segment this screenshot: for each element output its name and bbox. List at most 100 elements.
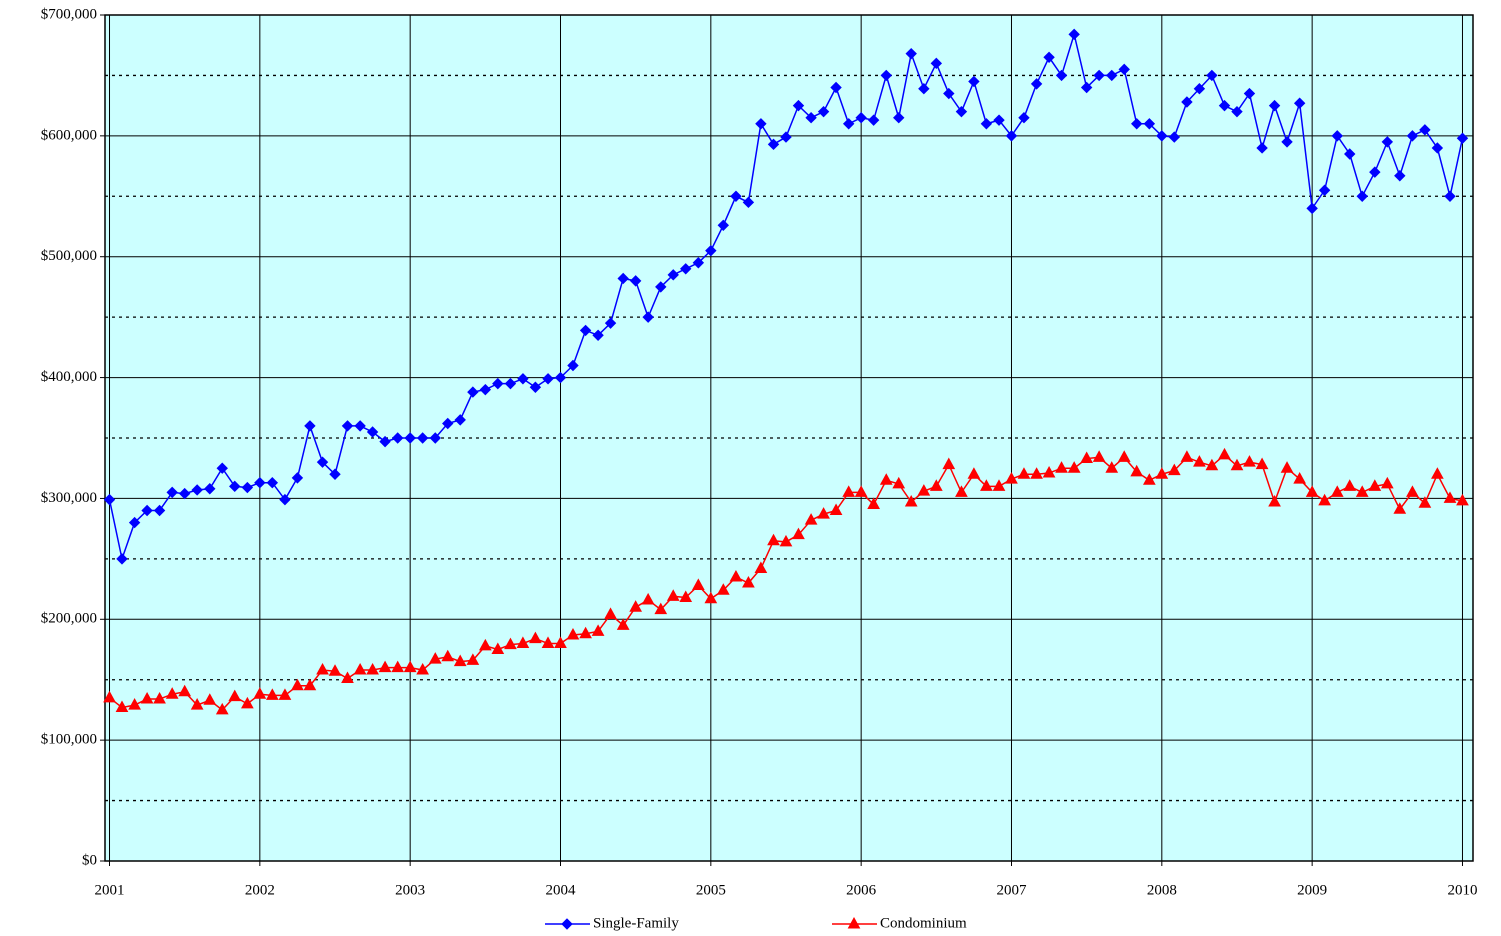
marker — [529, 381, 542, 393]
marker — [955, 485, 968, 497]
marker — [904, 495, 918, 507]
marker — [566, 627, 580, 640]
marker — [1318, 493, 1331, 506]
x-tick-label: 2009 — [1297, 882, 1327, 898]
marker — [1343, 479, 1357, 491]
marker — [1080, 451, 1093, 464]
marker — [504, 637, 517, 650]
plot-area — [105, 15, 1473, 861]
marker — [817, 105, 830, 118]
marker — [567, 359, 579, 372]
marker — [1243, 87, 1256, 100]
marker — [479, 383, 492, 396]
marker — [1118, 63, 1130, 76]
marker — [641, 592, 655, 605]
marker — [1356, 190, 1368, 202]
x-tick-label: 2002 — [245, 882, 275, 898]
marker — [204, 483, 216, 495]
marker — [279, 493, 291, 506]
marker — [617, 272, 629, 285]
marker — [215, 702, 229, 715]
marker — [442, 417, 454, 430]
marker — [216, 462, 228, 474]
marker — [817, 507, 830, 519]
marker — [516, 636, 530, 648]
marker — [842, 485, 856, 497]
marker — [291, 678, 304, 691]
legend-label: Single-Family — [593, 915, 679, 931]
marker — [642, 311, 654, 323]
marker — [1055, 461, 1068, 473]
y-tick-label: $400,000 — [41, 369, 97, 385]
marker — [466, 653, 480, 665]
marker — [103, 493, 116, 506]
marker — [754, 561, 768, 574]
marker — [391, 432, 404, 444]
marker — [943, 87, 955, 100]
marker — [1055, 69, 1068, 82]
marker — [918, 83, 930, 95]
marker — [980, 118, 993, 130]
marker — [428, 652, 442, 664]
marker — [416, 663, 429, 675]
marker — [1331, 130, 1343, 142]
marker — [153, 504, 166, 517]
marker — [1280, 461, 1294, 473]
marker — [1218, 99, 1231, 112]
marker — [366, 663, 379, 675]
marker — [1181, 96, 1193, 108]
marker — [742, 575, 755, 588]
marker — [1117, 450, 1131, 462]
marker — [542, 373, 554, 385]
marker — [629, 600, 643, 612]
marker — [554, 371, 567, 384]
legend: Single-Family Condominium — [545, 915, 967, 931]
marker — [1406, 485, 1419, 497]
marker — [303, 678, 317, 691]
marker — [804, 513, 818, 525]
marker — [1005, 130, 1018, 142]
marker — [1344, 148, 1356, 160]
marker — [404, 432, 416, 444]
marker — [1205, 458, 1219, 471]
x-tick-label: 2010 — [1447, 882, 1477, 898]
marker — [1193, 455, 1206, 467]
marker — [1230, 458, 1244, 471]
marker — [1318, 184, 1331, 196]
marker — [554, 636, 567, 648]
marker — [140, 692, 154, 704]
marker — [1156, 130, 1168, 142]
marker — [1018, 112, 1030, 124]
marker — [429, 432, 441, 444]
x-tick-label: 2007 — [996, 882, 1027, 898]
y-tick-label: $200,000 — [41, 611, 97, 627]
marker — [190, 698, 204, 710]
marker — [467, 386, 479, 398]
marker — [604, 317, 617, 329]
marker — [792, 99, 805, 112]
marker — [316, 456, 329, 468]
marker — [403, 660, 417, 673]
marker — [1369, 166, 1381, 178]
marker — [579, 324, 592, 337]
marker — [103, 690, 116, 703]
marker — [1168, 131, 1180, 143]
marker — [1381, 136, 1394, 148]
marker — [1143, 118, 1156, 130]
marker — [478, 638, 492, 651]
marker — [166, 486, 178, 499]
marker — [1268, 495, 1281, 507]
marker — [517, 373, 529, 385]
marker — [1456, 132, 1469, 144]
marker — [992, 479, 1006, 491]
marker — [491, 642, 505, 654]
marker — [191, 484, 203, 496]
marker — [254, 477, 266, 489]
marker — [1444, 190, 1456, 202]
marker — [692, 578, 705, 590]
marker — [742, 196, 755, 209]
marker — [1305, 485, 1319, 497]
marker — [1256, 142, 1268, 154]
marker — [1030, 467, 1043, 479]
marker — [379, 435, 391, 448]
